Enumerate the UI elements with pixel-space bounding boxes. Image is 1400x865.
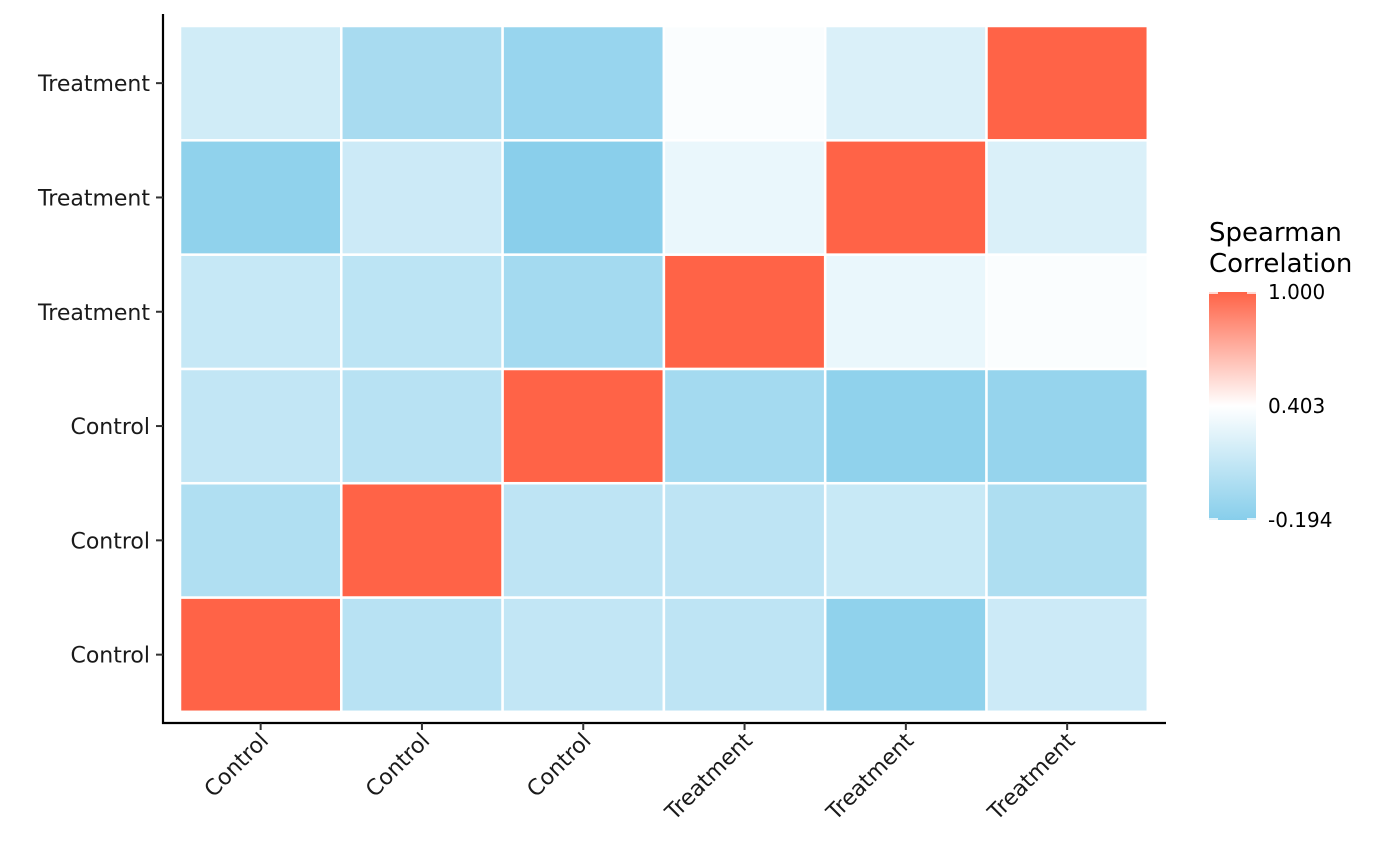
y-tick-label: Treatment — [37, 301, 150, 326]
y-tick-label: Treatment — [37, 72, 150, 97]
x-tick-label: Treatment — [822, 728, 920, 826]
heatmap-cell-r2-c1 — [340, 367, 504, 485]
heatmap-cell-r2-c0 — [178, 367, 343, 485]
heatmap-cell-r5-c5 — [985, 24, 1150, 142]
x-axis-ticks: Control Control Control Treatment Treatment T… — [200, 723, 1081, 826]
legend-ticks: 1.000 0.403 -0.194 — [1209, 280, 1332, 532]
heatmap-cell-r3-c5 — [985, 253, 1150, 371]
heatmap-cell-r4-c2 — [501, 139, 666, 256]
legend-title-line-2: Correlation — [1209, 249, 1352, 279]
heatmap-cell-r2-c5 — [985, 367, 1150, 485]
heatmap-cell-r5-c4 — [823, 24, 988, 142]
x-tick-label: Control — [200, 729, 274, 803]
heatmap-cell-r5-c3 — [662, 24, 827, 142]
heatmap-cell-r2-c2 — [501, 367, 666, 485]
heatmap-cell-r0-c0 — [178, 596, 343, 714]
heatmap-cell-r3-c0 — [178, 253, 343, 371]
heatmap-cell-r4-c1 — [340, 139, 504, 256]
heatmap-cell-r1-c4 — [823, 481, 988, 599]
heatmap-cell-r4-c3 — [662, 139, 827, 256]
heatmap-cell-r5-c0 — [178, 24, 343, 142]
heatmap-cells — [178, 24, 1150, 714]
legend: Spearman Correlation 1.000 0.403 -0.194 — [1209, 218, 1352, 532]
y-tick-label: Treatment — [37, 186, 150, 211]
heatmap-cell-r5-c2 — [501, 24, 666, 142]
heatmap-cell-r3-c1 — [340, 253, 504, 371]
y-axis-ticks: Control Control Control Treatment Treatment T… — [37, 72, 163, 669]
x-tick-label: Treatment — [660, 728, 758, 826]
y-tick-label: Control — [70, 415, 150, 440]
heatmap-cell-r4-c5 — [985, 139, 1150, 256]
heatmap-cell-r4-c4 — [823, 139, 988, 256]
legend-title-line-1: Spearman — [1209, 218, 1342, 248]
heatmap-cell-r4-c0 — [178, 139, 343, 256]
legend-tick-label: -0.194 — [1268, 508, 1332, 532]
heatmap-cell-r0-c5 — [985, 596, 1150, 714]
heatmap-cell-r1-c5 — [985, 481, 1150, 599]
heatmap-cell-r0-c1 — [340, 596, 504, 714]
heatmap-cell-r3-c4 — [823, 253, 988, 371]
x-tick-label: Treatment — [983, 728, 1081, 826]
heatmap-cell-r2-c4 — [823, 367, 988, 485]
y-tick-label: Control — [70, 529, 150, 554]
x-tick-label: Control — [523, 729, 597, 803]
heatmap-cell-r3-c2 — [501, 253, 666, 371]
legend-tick-label: 1.000 — [1268, 280, 1325, 304]
heatmap-cell-r1-c3 — [662, 481, 827, 599]
heatmap-cell-r0-c2 — [501, 596, 666, 714]
heatmap-cell-r0-c3 — [662, 596, 827, 714]
heatmap-cell-r2-c3 — [662, 367, 827, 485]
heatmap-cell-r1-c1 — [340, 481, 504, 599]
heatmap-cell-r0-c4 — [823, 596, 988, 714]
heatmap-cell-r3-c3 — [662, 253, 827, 371]
x-tick-label: Control — [361, 729, 435, 803]
heatmap-cell-r5-c1 — [340, 24, 504, 142]
legend-tick-label: 0.403 — [1268, 394, 1325, 418]
heatmap-cell-r1-c0 — [178, 481, 343, 599]
y-tick-label: Control — [70, 644, 150, 669]
heatmap-cell-r1-c2 — [501, 481, 666, 599]
